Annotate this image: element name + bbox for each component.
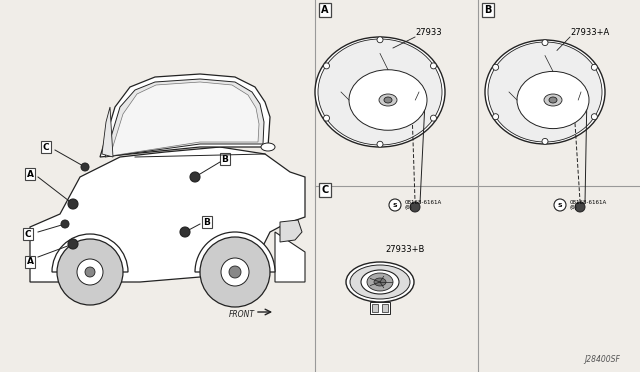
Circle shape: [554, 199, 566, 211]
Circle shape: [61, 220, 69, 228]
Text: A: A: [321, 5, 329, 15]
Text: 08168-6161A
(6): 08168-6161A (6): [570, 200, 607, 211]
Polygon shape: [280, 220, 302, 242]
Wedge shape: [52, 234, 128, 272]
Text: S: S: [557, 202, 563, 208]
Text: 27933+A: 27933+A: [570, 28, 609, 37]
Circle shape: [591, 114, 597, 120]
Ellipse shape: [318, 39, 442, 145]
Circle shape: [180, 227, 190, 237]
Circle shape: [324, 63, 330, 69]
Ellipse shape: [346, 262, 414, 302]
Ellipse shape: [367, 273, 393, 291]
Circle shape: [81, 163, 89, 171]
Text: A: A: [26, 170, 33, 179]
Ellipse shape: [485, 40, 605, 144]
Text: FRONT: FRONT: [229, 310, 255, 319]
Text: S: S: [393, 202, 397, 208]
Text: 27933+B: 27933+B: [385, 245, 424, 254]
Ellipse shape: [361, 270, 399, 294]
Text: 08168-6161A
(6): 08168-6161A (6): [405, 200, 442, 211]
Text: C: C: [43, 142, 49, 151]
Text: C: C: [25, 230, 31, 238]
Text: 27933: 27933: [415, 28, 442, 37]
Circle shape: [389, 199, 401, 211]
Circle shape: [68, 239, 78, 249]
Ellipse shape: [384, 97, 392, 103]
Circle shape: [190, 172, 200, 182]
Text: B: B: [484, 5, 492, 15]
Ellipse shape: [350, 265, 410, 299]
Ellipse shape: [374, 278, 386, 286]
Polygon shape: [100, 74, 270, 157]
Ellipse shape: [544, 94, 562, 106]
Text: J28400SF: J28400SF: [584, 355, 620, 364]
Text: A: A: [26, 257, 33, 266]
Polygon shape: [105, 79, 264, 157]
Circle shape: [377, 37, 383, 43]
Circle shape: [77, 259, 103, 285]
Bar: [372, 304, 378, 312]
Circle shape: [542, 138, 548, 144]
Circle shape: [575, 202, 585, 212]
Polygon shape: [30, 147, 305, 282]
Ellipse shape: [549, 97, 557, 103]
Ellipse shape: [517, 71, 589, 129]
Circle shape: [410, 202, 420, 212]
Circle shape: [431, 63, 436, 69]
Ellipse shape: [261, 143, 275, 151]
Circle shape: [431, 115, 436, 121]
Polygon shape: [102, 107, 113, 157]
Bar: [370, 302, 390, 314]
Circle shape: [542, 39, 548, 46]
Text: C: C: [321, 185, 328, 195]
Ellipse shape: [379, 94, 397, 106]
Text: B: B: [221, 154, 228, 164]
Polygon shape: [275, 232, 305, 282]
Circle shape: [57, 239, 123, 305]
Ellipse shape: [488, 42, 602, 142]
Text: B: B: [204, 218, 211, 227]
Ellipse shape: [349, 70, 427, 130]
Circle shape: [591, 64, 597, 70]
Wedge shape: [195, 232, 275, 272]
Circle shape: [493, 64, 499, 70]
Circle shape: [229, 266, 241, 278]
Polygon shape: [110, 82, 259, 156]
Bar: [382, 304, 388, 312]
Circle shape: [493, 114, 499, 120]
Circle shape: [68, 199, 78, 209]
Circle shape: [324, 115, 330, 121]
Ellipse shape: [315, 37, 445, 147]
Circle shape: [221, 258, 249, 286]
Circle shape: [85, 267, 95, 277]
Circle shape: [377, 141, 383, 147]
Circle shape: [200, 237, 270, 307]
